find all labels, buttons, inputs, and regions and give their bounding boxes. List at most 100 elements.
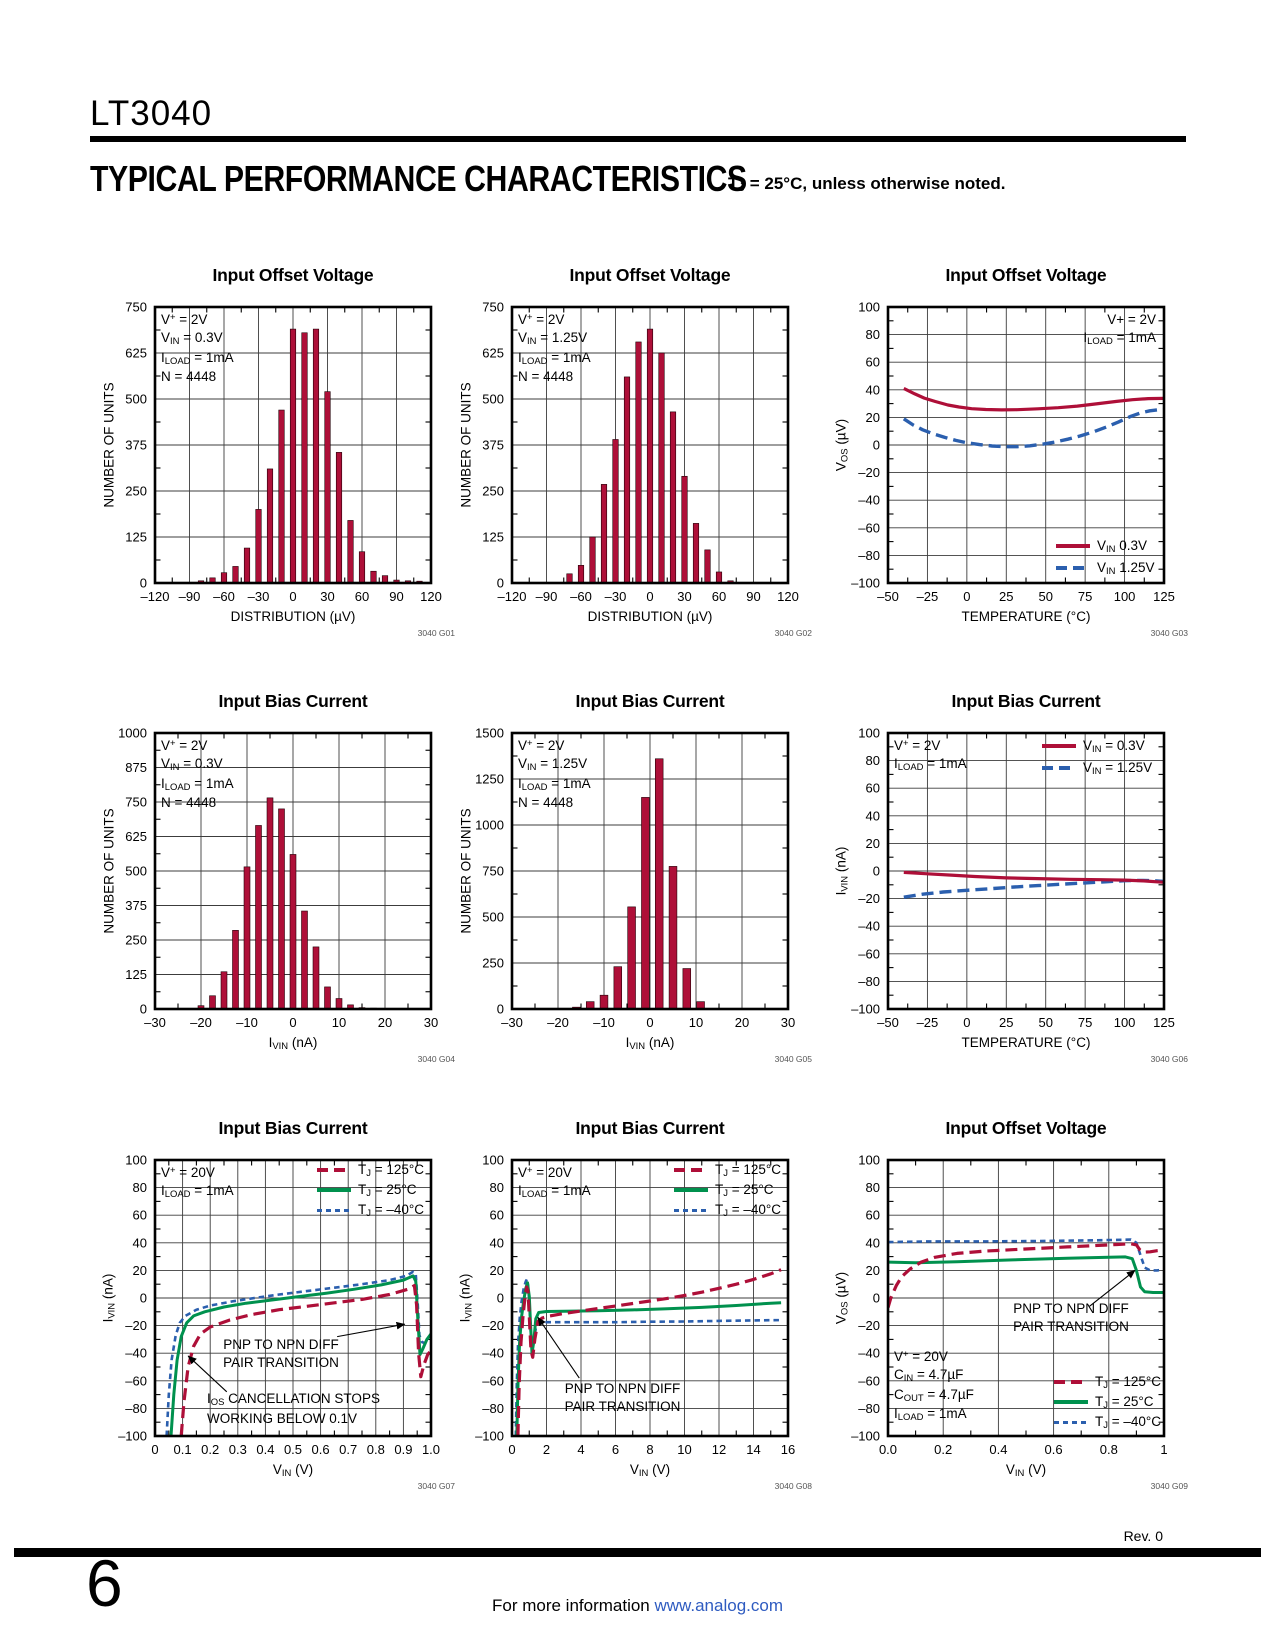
svg-text:30: 30 [424, 1015, 438, 1030]
svg-text:0.0: 0.0 [879, 1442, 897, 1457]
chart-title: Input Bias Current [218, 1118, 368, 1138]
svg-text:–120: –120 [141, 589, 170, 604]
legend-label: VIN 1.25V [1097, 559, 1155, 577]
part-number: LT3040 [90, 94, 213, 133]
svg-text:50: 50 [1038, 1015, 1052, 1030]
chart-canvas-3040-g05: –30 –20 –10 0 10 20 30 0 250 500 750 1000 1250 1500 30… [475, 726, 812, 1065]
y-axis-label: VOS (µV) [833, 418, 851, 472]
svg-text:0: 0 [873, 864, 880, 879]
svg-text:0: 0 [646, 589, 653, 604]
svg-text:90: 90 [389, 589, 403, 604]
y-axis-label: NUMBER OF UNITS [458, 808, 474, 934]
chart-canvas-3040-g03: –50 –25 0 25 50 75 100 125 –100 –80 –60 –40 –20 0 20 40… [851, 300, 1188, 639]
svg-text:20: 20 [378, 1015, 392, 1030]
histogram-bar [599, 994, 609, 1009]
chart-canvas-3040-g06: –50 –25 0 25 50 75 100 125 –100 –80 –60 –40 –20 0 20 40… [851, 726, 1189, 1065]
chart-id-label: 3040 G07 [418, 1481, 456, 1491]
svg-text:0.4: 0.4 [989, 1442, 1007, 1457]
svg-text:–10: –10 [593, 1015, 615, 1030]
histogram-bar [627, 906, 636, 1009]
chart-annotation: V+ = 20V ILOAD = 1mA [518, 1165, 591, 1201]
chart-annotation: PNP TO NPN DIFF PAIR TRANSITION [223, 1337, 339, 1371]
svg-text:0: 0 [151, 1442, 158, 1457]
svg-text:1.0: 1.0 [422, 1442, 440, 1457]
legend-line-sample-green [674, 1188, 708, 1192]
chart-id-label: 3040 G09 [1151, 1481, 1189, 1491]
svg-text:–100: –100 [851, 576, 880, 591]
svg-text:90: 90 [746, 589, 760, 604]
svg-text:0.8: 0.8 [367, 1442, 385, 1457]
histogram-bar [335, 998, 343, 1009]
plot-content [572, 758, 705, 1009]
svg-text:–40: –40 [125, 1346, 147, 1361]
footer-link[interactable]: www.analog.com [654, 1596, 783, 1615]
histogram-bar [255, 509, 262, 583]
histogram-bar [232, 566, 239, 583]
callout-arrow [187, 1355, 228, 1393]
svg-text:625: 625 [482, 346, 504, 361]
svg-text:10: 10 [332, 1015, 346, 1030]
svg-text:–120: –120 [498, 589, 527, 604]
chart-title: Input Offset Voltage [212, 265, 374, 285]
histogram-bar [301, 910, 308, 1009]
svg-text:250: 250 [125, 933, 147, 948]
chart-id-label: 3040 G01 [418, 628, 456, 638]
x-axis-label: TEMPERATURE (°C) [961, 1035, 1091, 1050]
histogram-bar [220, 572, 228, 583]
svg-text:1250: 1250 [475, 772, 504, 787]
svg-text:–60: –60 [125, 1373, 147, 1388]
svg-text:0.2: 0.2 [201, 1442, 219, 1457]
svg-text:0.2: 0.2 [934, 1442, 952, 1457]
svg-text:–80: –80 [125, 1401, 147, 1416]
legend-label: VIN = 1.25V [1083, 759, 1153, 777]
svg-text:0.6: 0.6 [1045, 1442, 1063, 1457]
svg-text:125: 125 [1153, 1015, 1175, 1030]
chart-annotation: V+ = 2V VIN = 1.25V ILOAD = 1mA N = 4448 [518, 738, 591, 811]
legend-entry: TJ = –40°C [674, 1200, 781, 1220]
svg-text:–100: –100 [851, 1429, 880, 1444]
chart-3040-g05: Input Bias Current –30 –20 –10 0 10 20 30 0 250 50… [450, 691, 820, 1071]
legend-label: TJ = –40°C [1095, 1413, 1162, 1431]
svg-text:–25: –25 [917, 589, 939, 604]
svg-text:14: 14 [746, 1442, 760, 1457]
svg-text:40: 40 [490, 1235, 504, 1250]
svg-text:120: 120 [777, 589, 799, 604]
histogram-bar [585, 1001, 595, 1009]
svg-text:0: 0 [497, 1291, 504, 1306]
chart-title: Input Offset Voltage [569, 265, 731, 285]
legend-line-sample-red [1054, 1380, 1088, 1384]
legend-label: TJ = 125°C [358, 1161, 425, 1179]
svg-text:0: 0 [873, 1291, 880, 1306]
legend-entry: TJ = 125°C [1054, 1372, 1161, 1392]
chart-3040-g03: Input Offset Voltage –50 –25 0 25 50 75 100 125–… [826, 265, 1196, 645]
svg-text:40: 40 [866, 1235, 880, 1250]
svg-text:0: 0 [508, 1442, 515, 1457]
svg-text:20: 20 [490, 1263, 504, 1278]
histogram-bar [704, 549, 711, 583]
svg-text:–40: –40 [482, 1346, 504, 1361]
footer-info: For more information www.analog.com [0, 1596, 1275, 1616]
svg-text:750: 750 [482, 864, 504, 879]
legend-line-sample-blue [317, 1208, 351, 1212]
svg-text:20: 20 [866, 836, 880, 851]
tick-labels: –50 –25 0 25 50 75 100 125 –100 –80 –60 –40 –20 0 20 40… [851, 300, 1175, 605]
series-line-blue [902, 407, 1164, 449]
histogram-bar [289, 328, 297, 583]
svg-text:100: 100 [858, 1153, 880, 1168]
histogram-bar [623, 376, 631, 583]
svg-text:0.4: 0.4 [256, 1442, 274, 1457]
svg-text:500: 500 [482, 910, 504, 925]
y-axis-label: VOS (µV) [833, 1271, 851, 1325]
svg-text:375: 375 [125, 898, 147, 913]
svg-text:–20: –20 [547, 1015, 569, 1030]
svg-text:–20: –20 [858, 1318, 880, 1333]
histogram-bar [301, 332, 308, 583]
svg-text:375: 375 [125, 438, 147, 453]
svg-text:–25: –25 [917, 1015, 939, 1030]
series-line-red [516, 1268, 782, 1436]
plot-content [902, 386, 1164, 449]
legend-line-sample-blue [1054, 1420, 1088, 1424]
chart-title: Input Offset Voltage [945, 265, 1107, 285]
histogram-bar [312, 328, 320, 583]
chart-id-label: 3040 G06 [1151, 1054, 1189, 1064]
